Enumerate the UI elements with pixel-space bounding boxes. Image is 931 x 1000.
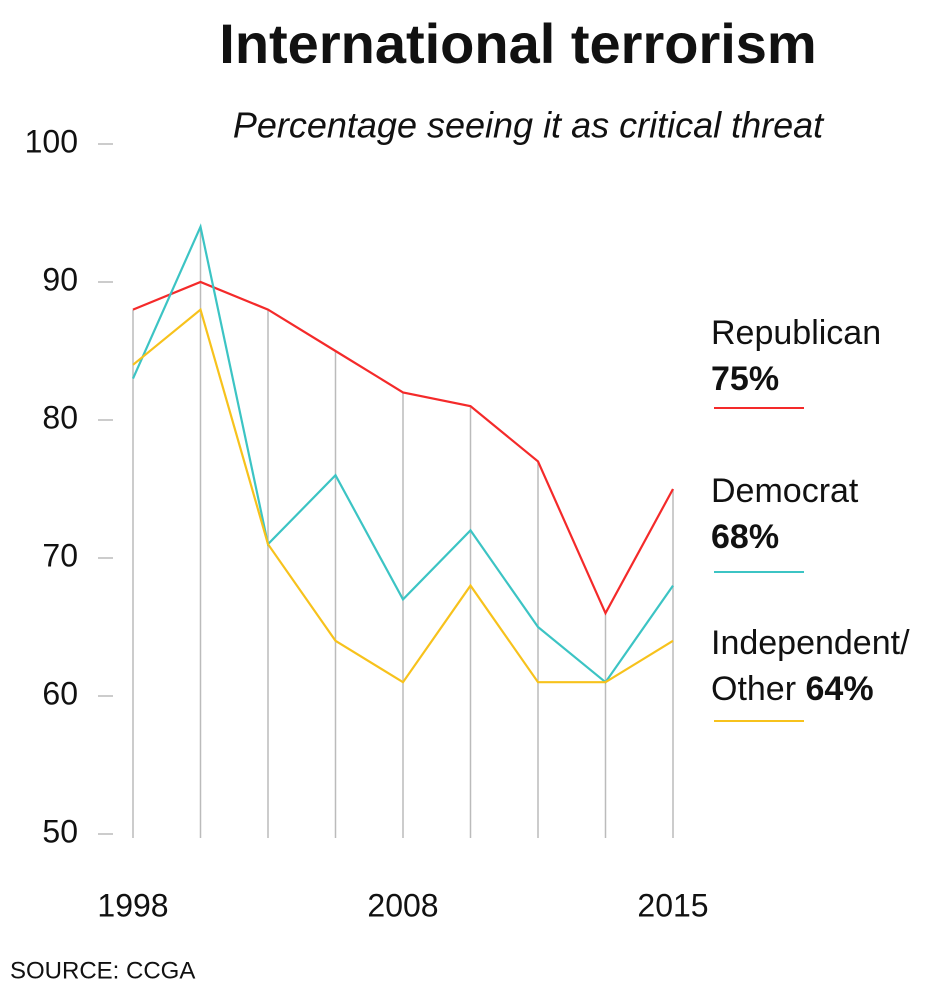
chart-subtitle: Percentage seeing it as critical threat — [233, 105, 825, 146]
legend-label: Republican — [711, 314, 882, 352]
legend-label: Democrat — [711, 472, 859, 510]
legend-label: Independent/ Other — [711, 624, 910, 708]
y-tick-label: 100 — [25, 123, 78, 159]
legend-entry: Republican 75% — [711, 310, 926, 402]
series-line — [132, 307, 674, 684]
legend-value: 64% — [805, 670, 874, 708]
legend-value: 75% — [711, 360, 780, 398]
legend-swatch — [714, 720, 804, 722]
chart-title: International terrorism — [219, 12, 816, 75]
series-line — [132, 280, 674, 616]
x-tick-label: 1998 — [97, 887, 168, 923]
source: SOURCE: CCGA — [10, 957, 195, 984]
legend-entry: Democrat 68% — [711, 468, 926, 560]
y-tick-label: 50 — [42, 813, 78, 849]
x-tick-label: 2008 — [367, 887, 438, 923]
legend-swatch — [714, 407, 804, 409]
legend-swatch — [714, 571, 804, 573]
legend-entry: Independent/ Other 64% — [711, 620, 926, 712]
y-tick-label: 80 — [42, 399, 78, 435]
legend-value: 68% — [711, 518, 780, 556]
y-tick-label: 90 — [42, 261, 78, 297]
y-tick-label: 70 — [42, 537, 78, 573]
x-tick-label: 2015 — [637, 887, 708, 923]
y-tick-label: 60 — [42, 675, 78, 711]
series-line — [131, 223, 674, 684]
